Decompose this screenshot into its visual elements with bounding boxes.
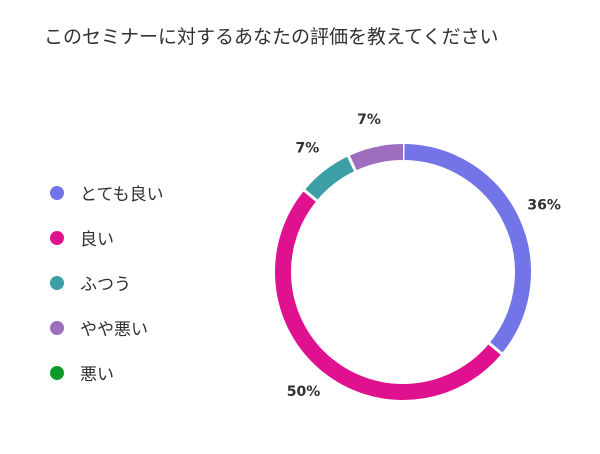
legend-item-bad[interactable]: 悪い <box>50 350 164 395</box>
legend-swatch-bad <box>50 365 64 380</box>
legend-item-average[interactable]: ふつう <box>50 260 164 305</box>
legend-label-somewhat-bad: やや悪い <box>80 320 148 340</box>
legend-item-good[interactable]: 良い <box>50 215 164 260</box>
donut-slices <box>275 143 531 400</box>
legend-label-bad: 悪い <box>80 365 114 385</box>
legend-label-average: ふつう <box>80 275 131 295</box>
legend-item-somewhat-bad[interactable]: やや悪い <box>50 305 164 350</box>
donut-labels: 36% 50% 7% 7% <box>287 112 561 400</box>
donut-slice-somewhat-bad[interactable] <box>348 144 404 171</box>
legend-swatch-very-good <box>50 185 64 200</box>
legend-item-very-good[interactable]: とても良い <box>50 170 164 215</box>
slice-separator <box>487 341 504 356</box>
slice-separator <box>346 154 358 173</box>
slice-label-good: 50% <box>287 384 321 400</box>
donut-slice-very-good[interactable] <box>402 144 531 354</box>
chart-title: このセミナーに対するあなたの評価を教えてください <box>44 26 499 48</box>
donut-slice-good[interactable] <box>275 190 502 400</box>
slice-label-somewhat-bad: 7% <box>357 112 381 128</box>
legend: とても良い 良い ふつう やや悪い 悪い <box>50 170 164 395</box>
legend-label-very-good: とても良い <box>80 185 164 205</box>
slice-label-very-good: 36% <box>527 198 561 214</box>
legend-swatch-good <box>50 230 64 245</box>
slice-separator <box>302 188 319 203</box>
legend-swatch-average <box>50 275 64 290</box>
slice-label-average: 7% <box>295 141 319 157</box>
legend-swatch-somewhat-bad <box>50 320 64 335</box>
donut-slice-average[interactable] <box>304 156 356 201</box>
legend-label-good: 良い <box>80 230 114 250</box>
